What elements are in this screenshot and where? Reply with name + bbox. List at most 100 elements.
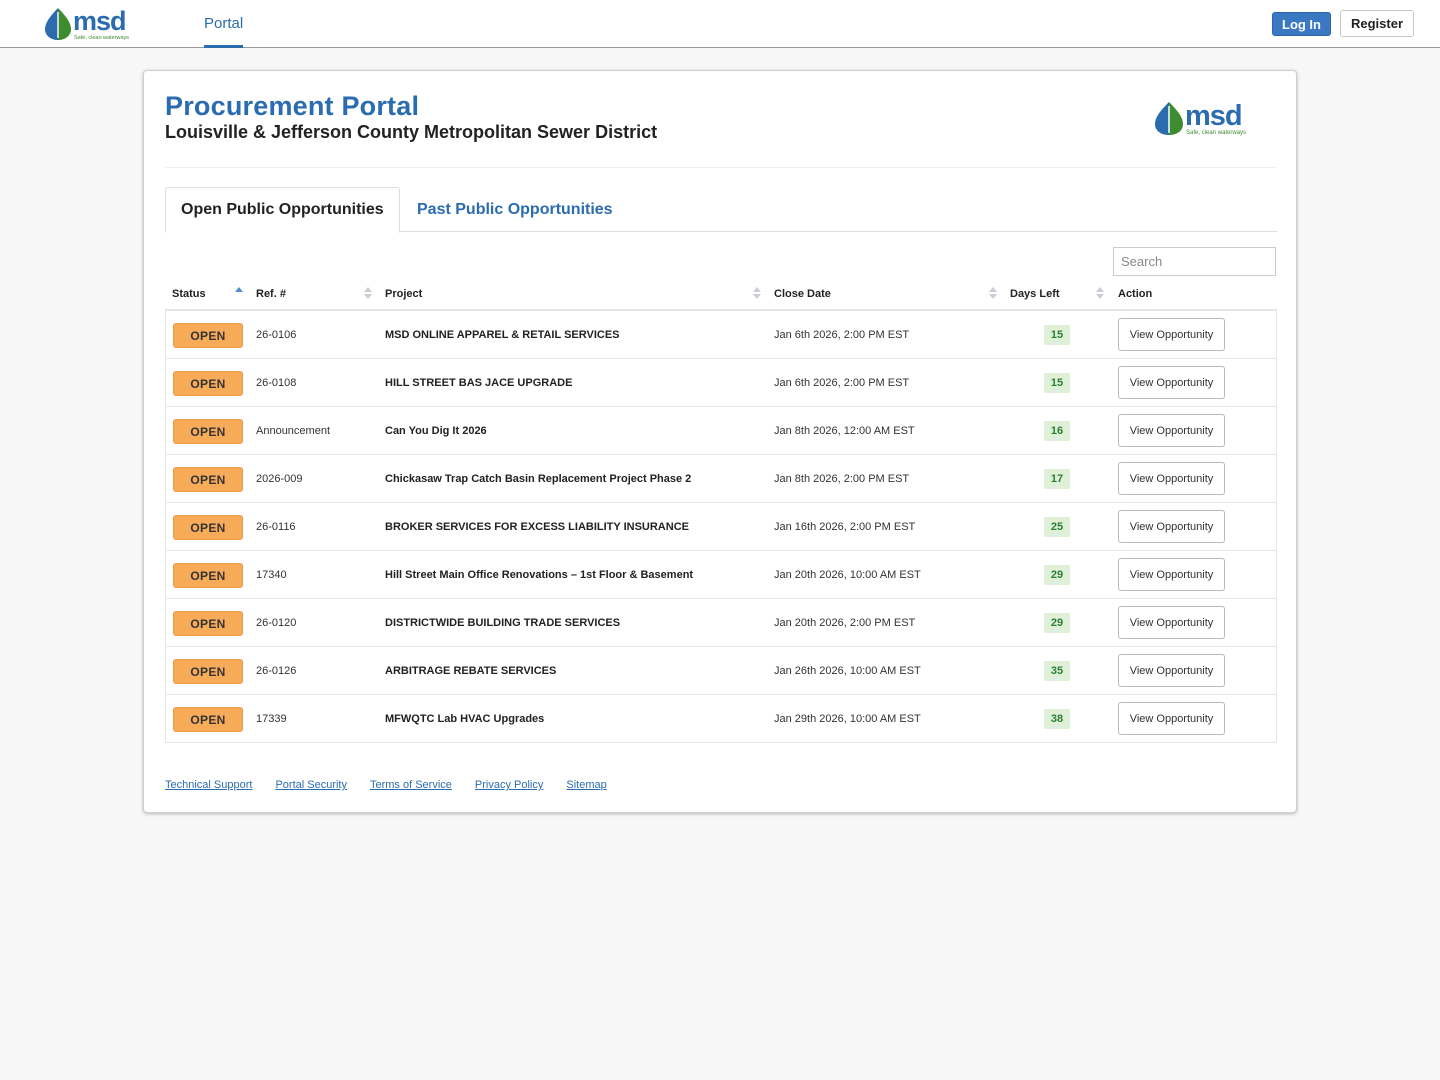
table-body: OPEN 26-0106 MSD ONLINE APPAREL & RETAIL…	[165, 311, 1277, 743]
main-card: Procurement Portal Louisville & Jefferso…	[143, 70, 1297, 813]
view-opportunity-button[interactable]: View Opportunity	[1118, 702, 1225, 735]
column-header-status[interactable]: Status	[172, 288, 206, 300]
opportunities-table: Status Ref. # Project Close Date Days Le…	[165, 279, 1277, 743]
ref-number: 17339	[256, 713, 287, 725]
search-input[interactable]	[1113, 247, 1276, 276]
msd-card-logo: msd Safe, clean waterways	[1155, 100, 1246, 136]
table-row: OPEN 26-0106 MSD ONLINE APPAREL & RETAIL…	[166, 311, 1276, 359]
ref-number: 26-0116	[256, 521, 296, 533]
days-left-badge: 29	[1044, 565, 1070, 585]
ref-number: 26-0120	[256, 617, 297, 629]
view-opportunity-button[interactable]: View Opportunity	[1118, 606, 1225, 639]
close-date: Jan 20th 2026, 2:00 PM EST	[774, 617, 916, 629]
ref-number: Announcement	[256, 425, 330, 437]
tab-past-opportunities[interactable]: Past Public Opportunities	[417, 200, 613, 218]
view-opportunity-button[interactable]: View Opportunity	[1118, 654, 1225, 687]
logo-wordmark: msd	[73, 6, 126, 36]
nav-portal-tab[interactable]: Portal	[204, 0, 244, 48]
footer-link-terms-of-service[interactable]: Terms of Service	[369, 779, 452, 791]
table-row: OPEN 26-0116 BROKER SERVICES FOR EXCESS …	[166, 503, 1276, 551]
msd-logo[interactable]: msd Safe, clean waterways	[44, 6, 144, 42]
ref-number: 26-0108	[256, 377, 297, 389]
sort-icon[interactable]	[1096, 287, 1104, 301]
days-left-badge: 35	[1044, 661, 1070, 681]
status-badge: OPEN	[173, 659, 243, 684]
logo-tagline: Safe, clean waterways	[74, 35, 129, 41]
header-divider	[165, 167, 1277, 168]
days-left-badge: 17	[1044, 469, 1070, 489]
card-logo-wordmark: msd	[1185, 100, 1242, 132]
table-header: Status Ref. # Project Close Date Days Le…	[165, 279, 1277, 311]
project-name: HILL STREET BAS JACE UPGRADE	[385, 377, 573, 389]
close-date: Jan 6th 2026, 2:00 PM EST	[774, 329, 910, 341]
page-subtitle: Louisville & Jefferson County Metropolit…	[165, 122, 658, 142]
project-name: BROKER SERVICES FOR EXCESS LIABILITY INS…	[385, 521, 689, 533]
view-opportunity-button[interactable]: View Opportunity	[1118, 366, 1225, 399]
table-row: OPEN Announcement Can You Dig It 2026 Ja…	[166, 407, 1276, 455]
project-name: Chickasaw Trap Catch Basin Replacement P…	[385, 473, 692, 485]
page-title: Procurement Portal	[165, 91, 420, 121]
column-header-close-date[interactable]: Close Date	[774, 288, 831, 300]
status-badge: OPEN	[173, 707, 243, 732]
sort-icon[interactable]	[753, 287, 761, 301]
column-header-days-left[interactable]: Days Left	[1010, 288, 1060, 300]
table-row: OPEN 26-0120 DISTRICTWIDE BUILDING TRADE…	[166, 599, 1276, 647]
close-date: Jan 8th 2026, 2:00 PM EST	[774, 473, 910, 485]
view-opportunity-button[interactable]: View Opportunity	[1118, 558, 1225, 591]
view-opportunity-button[interactable]: View Opportunity	[1118, 462, 1225, 495]
view-opportunity-button[interactable]: View Opportunity	[1118, 414, 1225, 447]
project-name: ARBITRAGE REBATE SERVICES	[385, 665, 557, 677]
column-header-ref[interactable]: Ref. #	[256, 288, 286, 300]
project-name: MFWQTC Lab HVAC Upgrades	[385, 713, 545, 725]
status-badge: OPEN	[173, 515, 243, 540]
sort-asc-icon[interactable]	[235, 287, 243, 301]
table-row: OPEN 2026-009 Chickasaw Trap Catch Basin…	[166, 455, 1276, 503]
footer-link-portal-security[interactable]: Portal Security	[275, 779, 347, 791]
table-row: OPEN 17340 Hill Street Main Office Renov…	[166, 551, 1276, 599]
status-badge: OPEN	[173, 611, 243, 636]
project-name: Can You Dig It 2026	[385, 425, 487, 437]
sort-icon[interactable]	[989, 287, 997, 301]
table-row: OPEN 26-0126 ARBITRAGE REBATE SERVICES J…	[166, 647, 1276, 695]
close-date: Jan 26th 2026, 10:00 AM EST	[774, 665, 921, 677]
view-opportunity-button[interactable]: View Opportunity	[1118, 318, 1225, 351]
sort-icon[interactable]	[364, 287, 372, 301]
days-left-badge: 25	[1044, 517, 1070, 537]
card-logo-tagline: Safe, clean waterways	[1186, 130, 1246, 136]
table-row: OPEN 17339 MFWQTC Lab HVAC Upgrades Jan …	[166, 695, 1276, 743]
project-name: Hill Street Main Office Renovations – 1s…	[385, 569, 694, 581]
column-header-project[interactable]: Project	[385, 288, 423, 300]
ref-number: 26-0126	[256, 665, 297, 677]
opportunity-tabs: Open Public Opportunities Past Public Op…	[165, 187, 1277, 233]
login-button[interactable]: Log In	[1272, 12, 1331, 36]
days-left-badge: 15	[1044, 325, 1070, 345]
ref-number: 26-0106	[256, 329, 297, 341]
close-date: Jan 29th 2026, 10:00 AM EST	[774, 713, 921, 725]
footer-link-technical-support[interactable]: Technical Support	[165, 779, 253, 791]
close-date: Jan 6th 2026, 2:00 PM EST	[774, 377, 910, 389]
register-button[interactable]: Register	[1340, 10, 1414, 37]
status-badge: OPEN	[173, 467, 243, 492]
column-header-action: Action	[1118, 288, 1153, 300]
status-badge: OPEN	[173, 419, 243, 444]
table-row: OPEN 26-0108 HILL STREET BAS JACE UPGRAD…	[166, 359, 1276, 407]
close-date: Jan 20th 2026, 10:00 AM EST	[774, 569, 921, 581]
tab-open-opportunities[interactable]: Open Public Opportunities	[165, 187, 400, 233]
close-date: Jan 8th 2026, 12:00 AM EST	[774, 425, 915, 437]
footer-link-privacy-policy[interactable]: Privacy Policy	[474, 779, 544, 791]
view-opportunity-button[interactable]: View Opportunity	[1118, 510, 1225, 543]
days-left-badge: 15	[1044, 373, 1070, 393]
status-badge: OPEN	[173, 371, 243, 396]
status-badge: OPEN	[173, 323, 243, 348]
footer-link-sitemap[interactable]: Sitemap	[566, 779, 607, 791]
status-badge: OPEN	[173, 563, 243, 588]
ref-number: 17340	[256, 569, 287, 581]
footer-links: Technical Support Portal Security Terms …	[165, 779, 607, 791]
days-left-badge: 29	[1044, 613, 1070, 633]
project-name: DISTRICTWIDE BUILDING TRADE SERVICES	[385, 617, 621, 629]
project-name: MSD ONLINE APPAREL & RETAIL SERVICES	[385, 329, 620, 341]
top-navbar: msd Safe, clean waterways Portal Log In …	[0, 0, 1440, 48]
close-date: Jan 16th 2026, 2:00 PM EST	[774, 521, 916, 533]
days-left-badge: 38	[1044, 709, 1070, 729]
ref-number: 2026-009	[256, 473, 303, 485]
